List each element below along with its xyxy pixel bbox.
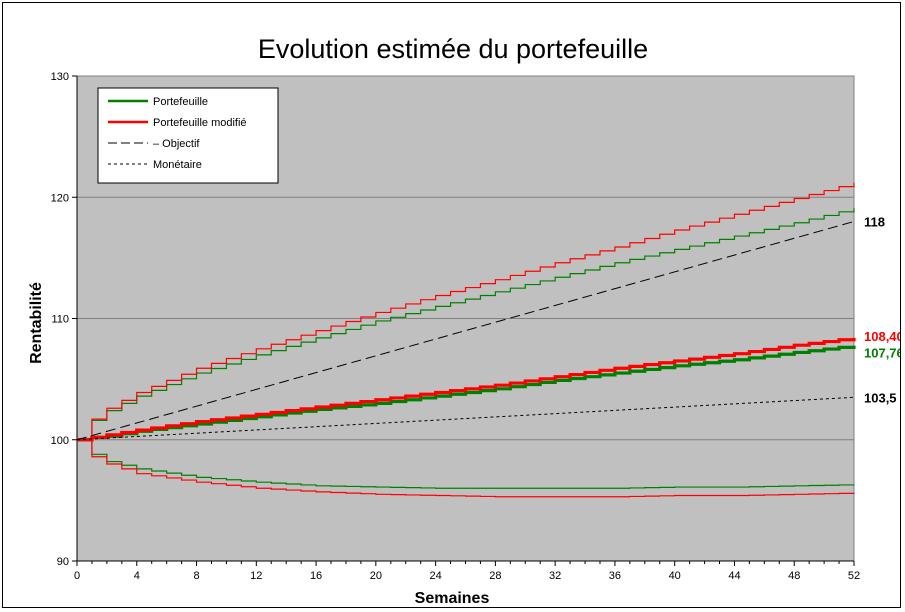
end-label-2: 107,76	[864, 346, 900, 361]
x-tick-label-3: 12	[250, 570, 262, 582]
x-axis-label: Semaines	[415, 590, 490, 607]
x-tick-label-9: 36	[609, 570, 621, 582]
legend-box	[97, 87, 279, 184]
y-tick-label-0: 90	[57, 556, 69, 568]
series-lines	[76, 182, 856, 498]
series-line-0	[77, 345, 856, 442]
x-tick-label-2: 8	[193, 570, 199, 582]
x-tick-label-10: 40	[669, 570, 681, 582]
end-label-0: 118	[864, 215, 885, 230]
series-line-3	[77, 182, 855, 441]
series-line-5	[77, 439, 855, 498]
end-label-3: 103,5	[864, 390, 897, 405]
series-line-1	[77, 337, 856, 442]
x-tick-label-12: 48	[788, 570, 800, 582]
x-tick-label-5: 20	[370, 570, 382, 582]
legend: Portefeuille Portefeuille modifié – Object…	[97, 87, 279, 184]
legend-label-2: – Objectif	[153, 138, 200, 150]
legend-label-3: Monétaire	[153, 159, 202, 171]
y-axis-label: Rentabilité	[28, 282, 45, 364]
legend-label-0: Portefeuille	[153, 96, 208, 108]
y-tick-label-3: 120	[51, 192, 69, 204]
gridlines	[77, 196, 854, 441]
x-tick-label-13: 52	[848, 570, 860, 582]
chart-canvas: Evolution estimée du portefeuille 90 100 1…	[28, 34, 900, 607]
chart-title: Evolution estimée du portefeuille	[258, 34, 648, 64]
series-line-2	[77, 208, 855, 441]
x-axis-ticks: 0 4 8 12 16 20 24 28 32 36 40 44 48 52	[74, 560, 860, 582]
end-label-1: 108,40	[864, 329, 900, 344]
x-tick-label-8: 32	[549, 570, 561, 582]
series-line-4	[77, 439, 855, 489]
x-tick-label-7: 28	[489, 570, 501, 582]
x-tick-label-11: 44	[728, 570, 740, 582]
series-line-7	[76, 396, 855, 441]
x-tick-label-1: 4	[134, 570, 140, 582]
y-axis-ticks: 90 100 110 120 130	[51, 71, 78, 568]
end-labels: 118 108,40 107,76 103,5	[864, 215, 900, 406]
y-tick-label-4: 130	[51, 71, 69, 83]
legend-label-1: Portefeuille modifié	[153, 117, 247, 129]
x-tick-label-0: 0	[74, 570, 80, 582]
y-tick-label-2: 110	[51, 314, 69, 326]
x-tick-label-6: 24	[429, 570, 441, 582]
y-tick-label-1: 100	[51, 435, 69, 447]
x-tick-label-4: 16	[310, 570, 322, 582]
